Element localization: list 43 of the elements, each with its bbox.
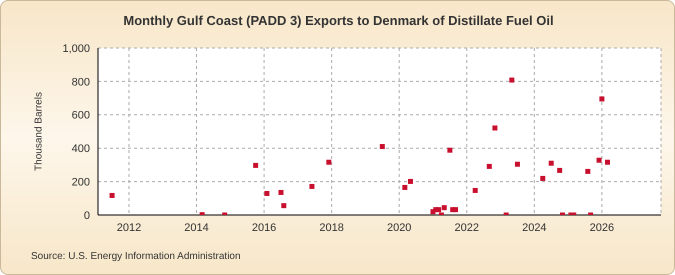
point [436, 207, 442, 212]
y-tick-label: 200 [72, 176, 90, 189]
point [605, 160, 610, 165]
x-tick-label: 2016 [252, 222, 276, 234]
point [110, 192, 115, 198]
point [281, 203, 286, 208]
y-tick-label: 800 [72, 76, 90, 88]
x-tick-label: 2014 [184, 222, 209, 234]
point [402, 184, 408, 190]
point [540, 176, 546, 181]
y-tick-label: 0 [84, 210, 90, 222]
point [442, 205, 447, 210]
point [509, 78, 514, 83]
point [447, 148, 452, 153]
y-tick-label: 600 [72, 110, 90, 122]
point [278, 190, 284, 195]
point [253, 162, 258, 168]
chart-title: Monthly Gulf Coast (PADD 3) Exports to Denmark of Distillate Fuel Oil [122, 13, 555, 28]
point [264, 190, 270, 196]
y-tick-label: 400 [72, 143, 90, 156]
x-tick-label: 2018 [319, 222, 344, 234]
point [548, 160, 554, 166]
point [585, 168, 590, 174]
point [596, 158, 602, 163]
point [326, 160, 332, 165]
point [472, 188, 478, 193]
point [380, 144, 385, 150]
point [514, 162, 520, 167]
x-tick-label: 2026 [590, 222, 614, 234]
source-note: Source: U.S. Energy Information Administration [31, 251, 241, 262]
point [453, 207, 458, 212]
point [309, 184, 314, 189]
x-tick-label: 2020 [386, 222, 412, 234]
point [599, 96, 604, 102]
point [486, 164, 492, 169]
y-tick-label: 1,000 [62, 42, 90, 55]
y-axis-title: Thousand Barrels [34, 92, 45, 171]
x-tick-label: 2024 [522, 222, 547, 234]
x-tick-label: 2012 [116, 222, 142, 234]
point [557, 168, 562, 173]
x-tick-label: 2022 [454, 222, 480, 234]
point [492, 125, 498, 130]
point [408, 178, 413, 184]
